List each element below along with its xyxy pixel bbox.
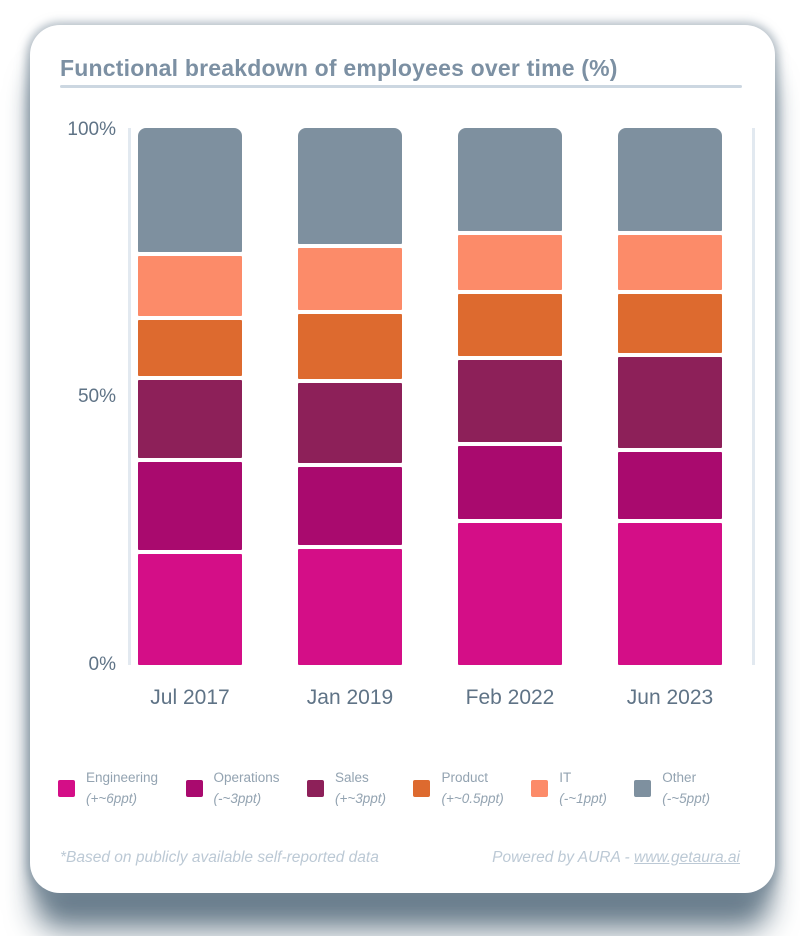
plot-area: Jul 2017 Jan 2019 Feb 2022 Jun 2023 (128, 128, 755, 709)
x-label-jul-2017: Jul 2017 (150, 686, 230, 709)
legend-delta-it: (-~1ppt) (559, 790, 607, 806)
segment-other-jun-2023 (618, 128, 722, 232)
bar-jul-2017: Jul 2017 (138, 128, 242, 709)
powered-by-text: Powered by AURA - (492, 849, 635, 866)
x-label-jun-2023: Jun 2023 (626, 686, 714, 709)
segment-operations-jan-2019 (298, 467, 402, 545)
segment-operations-jun-2023 (618, 451, 722, 519)
legend-item-it: IT (-~1ppt) (531, 770, 607, 806)
y-tick-50: 50% (77, 385, 116, 407)
footer: *Based on publicly available self-report… (60, 849, 740, 867)
segment-sales-jul-2017 (138, 380, 242, 458)
segment-sales-feb-2022 (458, 359, 562, 443)
legend-delta-engineering: (+~6ppt) (86, 790, 138, 806)
operations-swatch-icon (185, 779, 203, 797)
segment-other-jan-2019 (298, 128, 402, 245)
getaura-link[interactable]: www.getaura.ai (634, 849, 740, 866)
legend-label-product: Product (441, 770, 488, 785)
segment-it-feb-2022 (458, 235, 562, 290)
legend-item-product: Product (+~0.5ppt) (413, 770, 504, 806)
segment-product-jun-2023 (618, 293, 722, 354)
segment-engineering-jun-2023 (618, 522, 722, 665)
segment-engineering-jul-2017 (138, 553, 242, 665)
product-swatch-icon (413, 779, 431, 797)
legend-item-other: Other (-~5ppt) (634, 770, 710, 806)
chart-title: Functional breakdown of employees over t… (60, 55, 618, 81)
legend-delta-other: (-~5ppt) (662, 790, 710, 806)
bar-jun-2023: Jun 2023 (618, 128, 722, 709)
legend-item-engineering: Engineering (+~6ppt) (58, 770, 158, 806)
legend: Engineering (+~6ppt) Operations (-~3ppt) Sal… (58, 770, 710, 806)
other-swatch-icon (634, 779, 652, 797)
powered-by: Powered by AURA - www.getaura.ai (492, 849, 740, 867)
segment-operations-jul-2017 (138, 461, 242, 550)
segment-product-jul-2017 (138, 319, 242, 377)
legend-label-other: Other (662, 770, 697, 785)
title-divider (60, 85, 742, 88)
legend-label-sales: Sales (334, 770, 369, 785)
segment-it-jan-2019 (298, 248, 402, 311)
legend-label-it: IT (559, 770, 572, 785)
segment-operations-feb-2022 (458, 446, 562, 519)
legend-item-operations: Operations (-~3ppt) (185, 770, 280, 806)
y-axis: 100% 50% 0% (30, 119, 128, 675)
legend-delta-product: (+~0.5ppt) (441, 790, 504, 806)
legend-delta-operations: (-~3ppt) (213, 790, 262, 806)
x-label-feb-2022: Feb 2022 (465, 686, 555, 709)
segment-product-jan-2019 (298, 314, 402, 379)
footnote: *Based on publicly available self-report… (60, 849, 379, 866)
segment-engineering-jan-2019 (298, 548, 402, 666)
sales-swatch-icon (306, 779, 324, 797)
segment-product-feb-2022 (458, 293, 562, 356)
legend-label-operations: Operations (213, 770, 280, 785)
bar-feb-2022: Feb 2022 (458, 128, 562, 709)
segment-sales-jun-2023 (618, 357, 722, 448)
segment-other-feb-2022 (458, 128, 562, 232)
segment-other-jul-2017 (138, 128, 242, 253)
bar-jan-2019: Jan 2019 (298, 128, 402, 709)
it-swatch-icon (531, 779, 549, 797)
segment-it-jun-2023 (618, 235, 722, 290)
stacked-bar-chart: 100% 50% 0% Jul 2017 Jan 2019 Feb 2022 Jun … (30, 119, 775, 709)
legend-delta-sales: (+~3ppt) (334, 790, 387, 806)
x-label-jan-2019: Jan 2019 (306, 686, 394, 709)
y-tick-0: 0% (88, 654, 116, 675)
y-tick-100: 100% (67, 119, 116, 140)
segment-engineering-feb-2022 (458, 522, 562, 665)
segment-it-jul-2017 (138, 256, 242, 316)
segment-sales-jan-2019 (298, 383, 402, 464)
legend-label-engineering: Engineering (86, 770, 159, 785)
chart-card: Functional breakdown of employees over t… (30, 25, 775, 893)
engineering-swatch-icon (58, 779, 75, 797)
legend-item-sales: Sales (+~3ppt) (306, 770, 387, 806)
